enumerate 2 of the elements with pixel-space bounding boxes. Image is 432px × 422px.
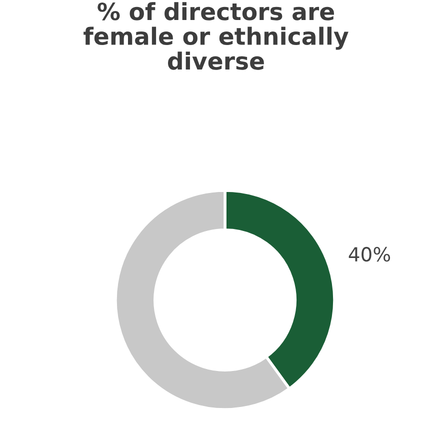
data-label: 40% (348, 246, 390, 262)
chart-title: % of directors are female or ethnically diverse (84, 2, 348, 70)
